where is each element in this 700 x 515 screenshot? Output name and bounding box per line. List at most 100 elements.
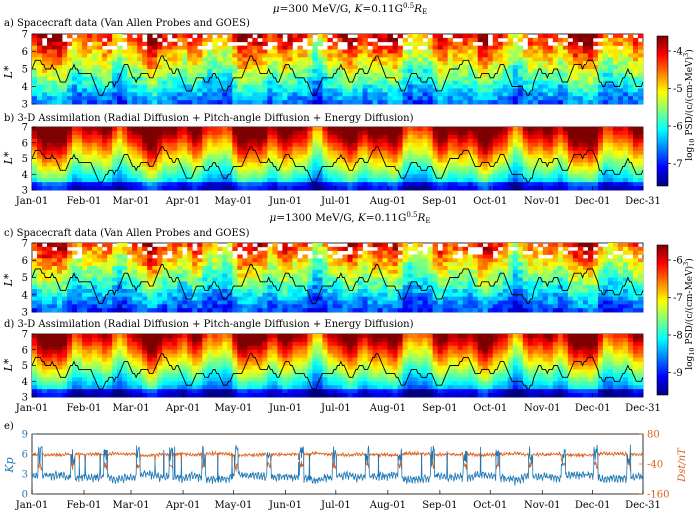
xtick-label: Feb-01 <box>67 500 102 511</box>
colorbar-tick-label: -6 <box>673 122 683 133</box>
xtick-label: Mar-01 <box>112 196 149 207</box>
block2-header: μ=1300 MeV/G, K=0.11G0.5RE <box>269 211 430 225</box>
block1-xticks: Jan-01 Feb-01 Mar-01 Apr-01 May-01 Jun-01 Jul-… <box>15 186 661 207</box>
dst-tick-label: 80 <box>647 430 660 441</box>
ytick-label: 3 <box>22 100 28 111</box>
xtick-label: Nov-01 <box>524 500 561 511</box>
panel-a-heatmap <box>32 34 644 105</box>
xtick-label: Dec-31 <box>625 500 661 511</box>
xtick-label: Dec-01 <box>575 500 611 511</box>
xtick-label: Apr-01 <box>165 403 201 414</box>
dst-tick-label: -40 <box>647 460 663 471</box>
dst-yticks: 80 -40 -160 <box>639 430 669 501</box>
colorbar-1-bar <box>656 35 669 187</box>
kp-tick-label: 9 <box>22 430 28 441</box>
panel-a-ylabel: L* <box>2 65 15 79</box>
xtick-label: Jan-01 <box>15 500 49 511</box>
panel-b-title: b) 3-D Assimilation (Radial Diffusion + … <box>4 113 414 124</box>
colorbar-2-bar <box>656 244 669 396</box>
colorbar-tick-label: -5 <box>673 84 683 95</box>
panel-a-yticks: 7 6 5 4 3 <box>22 30 36 111</box>
panel-b: b) 3-D Assimilation (Radial Diffusion + … <box>2 113 644 197</box>
ytick-label: 7 <box>22 239 28 250</box>
xtick-label: Dec-01 <box>575 196 611 207</box>
colorbar-1-ticks: -4 -5 -6 -7 <box>668 47 683 170</box>
ytick-label: 6 <box>22 138 28 149</box>
ytick-label: 3 <box>22 393 28 404</box>
colorbar-1: -4 -5 -6 -7 log10 PSD/(c/(cm-MeV)3) <box>656 35 696 187</box>
ytick-label: 7 <box>22 123 28 134</box>
xtick-label: Apr-01 <box>165 500 201 511</box>
ytick-label: 4 <box>22 170 28 181</box>
ytick-label: 5 <box>22 273 28 284</box>
xtick-label: Jul-01 <box>320 196 351 207</box>
ytick-label: 5 <box>22 154 28 165</box>
panel-c-yticks: 7 6 5 4 3 <box>22 239 36 319</box>
ytick-label: 6 <box>22 256 28 267</box>
xtick-label: May-01 <box>214 500 252 511</box>
xtick-label: Oct-01 <box>473 403 507 414</box>
colorbar-2-ticks: -6 -7 -8 -9 <box>668 256 683 379</box>
colorbar-tick-label: -7 <box>673 293 683 304</box>
block2-xticks: Jan-01 Feb-01 Mar-01 Apr-01 May-01 Jun-01 Jul-… <box>15 393 661 414</box>
xtick-label: Dec-31 <box>625 196 661 207</box>
dst-axis-label: Dst/nT <box>677 447 688 483</box>
xtick-label: May-01 <box>214 196 252 207</box>
xtick-label: Nov-01 <box>524 403 561 414</box>
block1-header: μ=300 MeV/G, K=0.11G0.5RE <box>273 2 427 16</box>
panel-b-plasmapause-line <box>31 146 644 183</box>
xtick-label: Sep-01 <box>422 403 457 414</box>
kp-tick-label: 6 <box>22 450 28 461</box>
panel-d: d) 3-D Assimilation (Radial Diffusion + … <box>2 319 644 404</box>
xtick-label: Aug-01 <box>369 500 406 511</box>
ytick-label: 4 <box>22 377 28 388</box>
colorbar-tick-label: -8 <box>673 331 683 342</box>
panel-b-heatmap <box>32 127 644 191</box>
xtick-label: Aug-01 <box>369 403 406 414</box>
panel-d-ylabel: L* <box>2 358 15 372</box>
kp-tick-label: 0 <box>22 490 28 501</box>
panel-b-yticks: 7 6 5 4 3 <box>22 123 36 197</box>
panel-e-xticks: Jan-01 Feb-01 Mar-01 Apr-01 May-01 Jun-01 Jul-… <box>15 490 661 511</box>
panel-c-ylabel: L* <box>2 273 15 287</box>
ytick-label: 3 <box>22 308 28 319</box>
xtick-label: Jun-01 <box>268 500 302 511</box>
xtick-label: Apr-01 <box>165 196 201 207</box>
xtick-label: Nov-01 <box>524 196 561 207</box>
xtick-label: Jul-01 <box>320 403 351 414</box>
ytick-label: 6 <box>22 47 28 58</box>
xtick-label: Dec-31 <box>625 403 661 414</box>
kp-axis-label: Kp <box>3 457 16 473</box>
xtick-label: Aug-01 <box>369 196 406 207</box>
colorbar-2-label: log10 PSD/(c/(cm-MeV)3) <box>682 258 696 370</box>
ytick-label: 4 <box>22 290 28 301</box>
xtick-label: Dec-01 <box>575 403 611 414</box>
colorbar-tick-label: -6 <box>673 256 683 267</box>
panel-d-title: d) 3-D Assimilation (Radial Diffusion + … <box>4 319 414 330</box>
panel-e-frame <box>31 433 644 495</box>
ytick-label: 5 <box>22 361 28 372</box>
panel-b-ylabel: L* <box>2 151 15 165</box>
xtick-label: Sep-01 <box>422 500 457 511</box>
ytick-label: 3 <box>22 186 28 197</box>
kp-tick-label: 3 <box>22 470 28 481</box>
dst-series-line <box>31 450 644 472</box>
xtick-label: Jun-01 <box>268 196 302 207</box>
xtick-label: Oct-01 <box>473 500 507 511</box>
xtick-label: Jun-01 <box>268 403 302 414</box>
xtick-label: Jan-01 <box>15 403 49 414</box>
xtick-label: May-01 <box>214 403 252 414</box>
xtick-label: Jul-01 <box>320 500 351 511</box>
panel-a: a) Spacecraft data (Van Allen Probes and… <box>2 18 644 111</box>
kp-series-line <box>31 444 644 486</box>
xtick-label: Mar-01 <box>112 403 149 414</box>
colorbar-tick-label: -9 <box>673 368 683 379</box>
xtick-label: Sep-01 <box>422 196 457 207</box>
xtick-label: Jan-01 <box>15 196 49 207</box>
panel-c: c) Spacecraft data (Van Allen Probes and… <box>2 228 644 319</box>
ytick-label: 6 <box>22 345 28 356</box>
xtick-label: Feb-01 <box>67 196 102 207</box>
xtick-label: Feb-01 <box>67 403 102 414</box>
colorbar-1-label: log10 PSD/(c/(cm-MeV)3) <box>682 49 696 161</box>
